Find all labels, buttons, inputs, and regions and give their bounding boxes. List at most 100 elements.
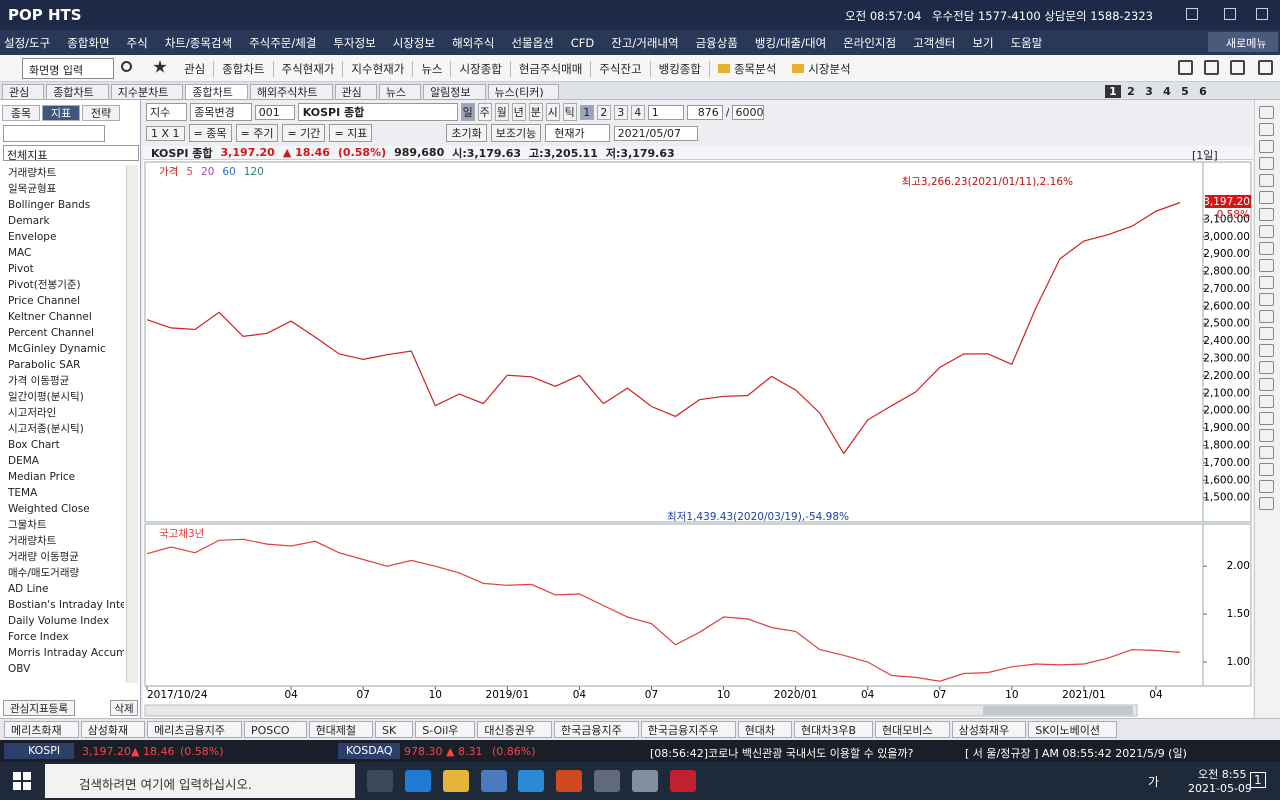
menu-item[interactable]: 차트/종목검색 [164, 35, 233, 50]
stock-tab[interactable]: 메리츠화재 [4, 721, 79, 738]
menu-item[interactable]: CFD [570, 35, 595, 50]
page-button[interactable]: 2 [1127, 85, 1135, 98]
function-button[interactable]: 초기화 [446, 124, 487, 142]
stock-tab[interactable]: 한국금융지주 [554, 721, 639, 738]
link-button[interactable]: = 종목 [188, 124, 232, 142]
taskbar-app[interactable] [481, 770, 507, 792]
search-field[interactable] [3, 125, 105, 142]
indicator-item[interactable]: Bollinger Bands [8, 199, 91, 211]
menu-item[interactable]: 설정/도구 [4, 35, 51, 50]
notification-count[interactable]: 1 [1250, 772, 1266, 788]
menu-item[interactable]: 시장정보 [392, 35, 436, 50]
period-button[interactable]: 년 [511, 103, 526, 121]
category-select[interactable]: 전체지표 [3, 145, 139, 161]
link-button[interactable]: = 주기 [235, 124, 279, 142]
unit-select[interactable]: 1 [647, 104, 684, 120]
left-button[interactable]: 삭제 [110, 700, 138, 716]
tool-icon[interactable] [1259, 497, 1274, 510]
tool-icon[interactable] [1259, 480, 1274, 493]
indicator-item[interactable]: OBV [8, 663, 31, 675]
start-button[interactable] [13, 772, 31, 790]
tab[interactable]: 해외주식차트 [249, 83, 333, 100]
tool-icon[interactable] [1259, 276, 1274, 289]
period-button[interactable]: 주 [477, 103, 492, 121]
indicator-item[interactable]: 거래량차트 [8, 167, 57, 179]
menu-item[interactable]: 뱅킹/대출/대여 [754, 35, 827, 50]
stock-tab[interactable]: 한국금융지주우 [640, 721, 736, 738]
indicator-item[interactable]: AD Line [8, 583, 49, 595]
stock-tab[interactable]: POSCO [243, 721, 307, 738]
tool-icon[interactable] [1259, 157, 1274, 170]
toolbar-button[interactable]: 뉴스 [413, 60, 452, 77]
taskbar-app[interactable] [670, 770, 696, 792]
toolbar-button[interactable]: 뱅킹종합 [651, 60, 710, 77]
price-type-select[interactable]: 현재가 [545, 124, 610, 142]
tab[interactable]: 종합차트 [185, 83, 248, 100]
indicator-item[interactable]: TEMA [8, 487, 38, 499]
toolbar-icon[interactable] [1178, 60, 1193, 75]
window-button[interactable] [1256, 8, 1268, 20]
tool-icon[interactable] [1259, 259, 1274, 272]
tab[interactable]: 지수분차트 [110, 83, 184, 100]
toolbar-button[interactable]: 관심 [176, 60, 215, 77]
left-tab[interactable]: 지표 [42, 104, 80, 121]
tool-icon[interactable] [1259, 310, 1274, 323]
tool-icon[interactable] [1259, 123, 1274, 136]
tool-icon[interactable] [1259, 361, 1274, 374]
unit-button[interactable]: 4 [630, 104, 645, 120]
page-button[interactable]: 3 [1145, 85, 1153, 98]
toolbar-icon[interactable] [1258, 60, 1273, 75]
page-button[interactable]: 1 [1105, 85, 1121, 98]
tool-icon[interactable] [1259, 208, 1274, 221]
indicator-item[interactable]: Box Chart [8, 439, 60, 451]
toolbar-button[interactable]: 시장종합 [451, 60, 511, 77]
window-button[interactable] [1186, 8, 1198, 20]
logo[interactable]: POP HTS [8, 6, 82, 24]
taskbar-app[interactable] [632, 770, 658, 792]
indicator-item[interactable]: Force Index [8, 631, 69, 643]
input-language[interactable]: 가 [1148, 775, 1160, 789]
period-button[interactable]: 시 [545, 103, 560, 121]
tool-icon[interactable] [1259, 174, 1274, 187]
menu-item[interactable]: 투자정보 [333, 35, 376, 50]
indicator-item[interactable]: Bostian's Intraday Intens [8, 599, 124, 611]
tab[interactable]: 알림정보 [423, 83, 486, 100]
tool-icon[interactable] [1259, 412, 1274, 425]
layout-button[interactable]: 1 X 1 [146, 125, 185, 141]
taskbar-app[interactable] [443, 770, 469, 792]
stock-tab[interactable]: 삼성화재 [80, 721, 146, 738]
tool-icon[interactable] [1259, 327, 1274, 340]
tool-icon[interactable] [1259, 106, 1274, 119]
indicator-item[interactable]: Median Price [8, 471, 76, 483]
period-button[interactable]: 월 [494, 103, 509, 121]
toolbar-button[interactable]: 주식현재가 [274, 60, 344, 77]
stock-tab[interactable]: S-Oil우 [415, 721, 476, 738]
unit-button[interactable]: 1 [579, 104, 594, 120]
left-tab[interactable]: 전략 [82, 104, 120, 121]
folder-button[interactable]: 종목분석 [710, 61, 784, 77]
page-button[interactable]: 5 [1181, 85, 1189, 98]
index-label[interactable]: KOSPI [4, 743, 74, 759]
indicator-item[interactable]: 일목균형표 [8, 183, 57, 195]
menu-item[interactable]: 보기 [972, 35, 994, 50]
date-input[interactable]: 2021/05/07 [613, 125, 699, 141]
stock-tab[interactable]: 현대차 [737, 721, 792, 738]
indicator-item[interactable]: 일간이평(분시틱) [8, 391, 84, 403]
indicator-item[interactable]: Percent Channel [8, 327, 94, 339]
toolbar-button[interactable]: 현금주식매매 [511, 60, 592, 77]
code-select[interactable]: 001 [254, 104, 295, 120]
menu-item[interactable]: 종합화면 [67, 35, 110, 50]
menu-item[interactable]: 금융상품 [695, 35, 738, 50]
indicator-item[interactable]: Envelope [8, 231, 57, 243]
indicator-item[interactable]: Price Channel [8, 295, 81, 307]
indicator-item[interactable]: 매수/매도거래량 [8, 567, 80, 579]
news-ticker[interactable]: [08:56:42]코로나 백신관광 국내서도 이용할 수 있을까? [650, 747, 914, 760]
stock-tab[interactable]: 현대모비스 [875, 721, 950, 738]
indicator-item[interactable]: MAC [8, 247, 32, 259]
period-button[interactable]: 일 [460, 103, 475, 121]
taskbar-time[interactable]: 오전 8:55 [1198, 768, 1247, 781]
indicator-item[interactable]: 그물차트 [8, 519, 47, 531]
indicator-item[interactable]: Daily Volume Index [8, 615, 110, 627]
function-button[interactable]: 보조기능 [490, 124, 542, 142]
link-button[interactable]: = 지표 [329, 124, 373, 142]
